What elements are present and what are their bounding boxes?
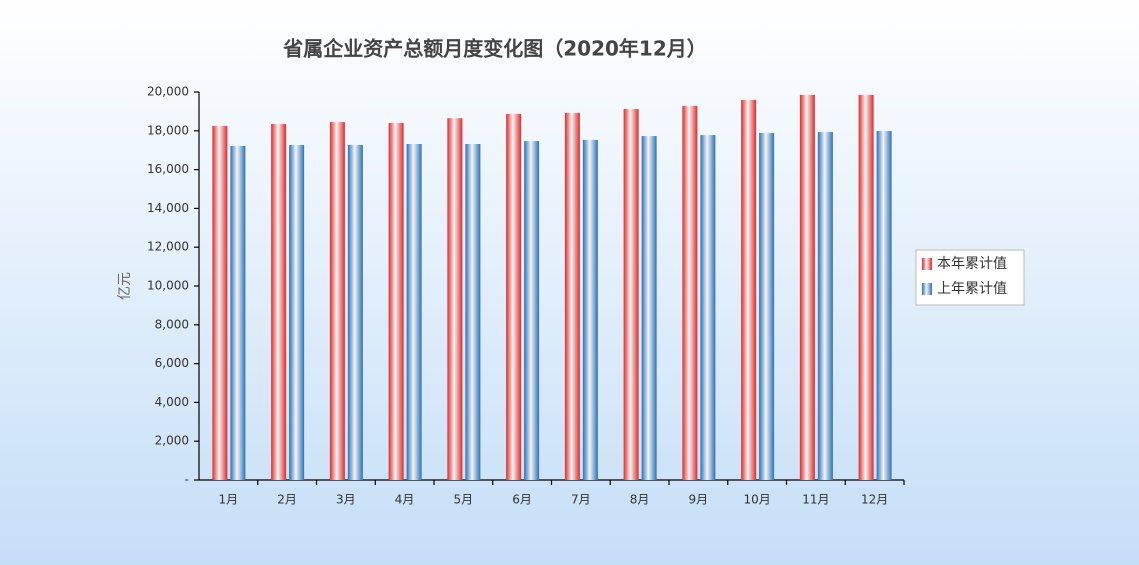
y-tick-label: 4,000 (155, 395, 189, 409)
legend-swatch (922, 283, 932, 295)
bar (524, 141, 540, 480)
bar (759, 132, 775, 480)
bar (876, 130, 892, 480)
y-tick-label: 6,000 (155, 356, 189, 370)
legend-label: 本年累计值 (937, 256, 1007, 272)
legend-label: 上年累计值 (937, 281, 1007, 297)
bar (799, 94, 815, 480)
bar (700, 135, 716, 480)
y-tick-label: 8,000 (155, 317, 189, 331)
bar (230, 145, 246, 480)
bar (582, 139, 598, 480)
y-tick-label: 18,000 (147, 123, 189, 137)
bar (271, 124, 287, 480)
x-tick-label: 4月 (395, 493, 415, 507)
y-tick-label: 12,000 (147, 240, 189, 254)
x-tick-label: 6月 (512, 493, 532, 507)
x-tick-label: 9月 (689, 493, 709, 507)
bar (212, 125, 228, 480)
bar (641, 136, 657, 480)
bar (465, 143, 481, 480)
y-tick-label: 2,000 (155, 434, 189, 448)
bar (564, 112, 580, 481)
bar (623, 109, 639, 481)
y-tick-label: 16,000 (147, 162, 189, 176)
y-tick-label: 14,000 (147, 201, 189, 215)
legend-box (915, 249, 1025, 306)
y-tick-label: - (185, 473, 189, 487)
x-tick-label: 8月 (630, 493, 650, 507)
bar (388, 123, 404, 480)
bar (329, 122, 345, 480)
bar (347, 144, 363, 480)
x-tick-label: 2月 (277, 493, 297, 507)
x-tick-label: 11月 (802, 493, 829, 507)
bar (506, 113, 522, 480)
x-tick-label: 10月 (743, 493, 770, 507)
x-tick-label: 5月 (454, 493, 474, 507)
y-tick-label: 20,000 (147, 85, 189, 99)
y-tick-label: 10,000 (147, 279, 189, 293)
bar (817, 131, 833, 481)
bar (682, 105, 698, 480)
legend-swatch (922, 258, 932, 270)
y-axis-label: 亿元 (117, 272, 133, 300)
bar (858, 94, 874, 480)
x-tick-label: 3月 (336, 493, 356, 507)
chart-title: 省属企业资产总额月度变化图（2020年12月） (282, 37, 707, 61)
bar (289, 144, 305, 480)
bar (447, 118, 463, 480)
x-tick-label: 12月 (861, 493, 888, 507)
x-tick-label: 1月 (219, 493, 239, 507)
bar (741, 99, 757, 480)
x-tick-label: 7月 (571, 493, 591, 507)
bar (406, 143, 422, 480)
